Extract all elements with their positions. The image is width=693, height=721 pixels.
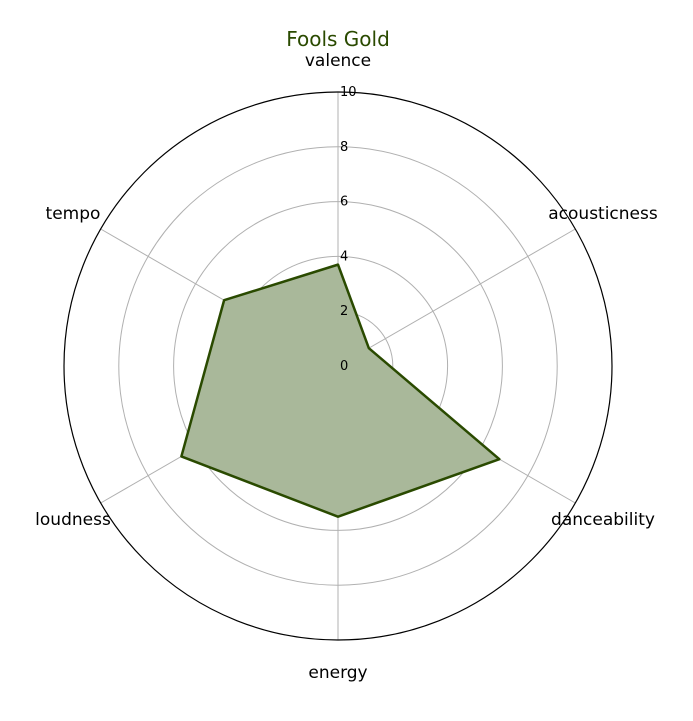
tick-layer: 0 2 4 6 8 10 (340, 85, 357, 374)
tick-label-0: 0 (340, 359, 348, 374)
chart-title: Fools Gold (286, 27, 390, 51)
tick-label-4: 4 (340, 249, 348, 264)
label-layer: valence acousticness danceability energy lou… (35, 51, 658, 683)
grid-spoke-acousticness (337, 228, 576, 367)
axis-label-loudness: loudness (35, 510, 111, 530)
axis-label-tempo: tempo (46, 204, 101, 224)
tick-label-2: 2 (340, 304, 348, 319)
axis-label-energy: energy (308, 663, 367, 683)
axis-label-acousticness: acousticness (548, 204, 658, 224)
axis-label-valence: valence (305, 51, 371, 71)
axis-label-danceability: danceability (551, 510, 655, 530)
series-layer (180, 263, 501, 518)
tick-label-6: 6 (340, 195, 348, 210)
series-area-0 (181, 264, 500, 517)
tick-label-8: 8 (340, 140, 348, 155)
outer-boundary (63, 91, 613, 641)
tick-label-10: 10 (340, 85, 357, 100)
